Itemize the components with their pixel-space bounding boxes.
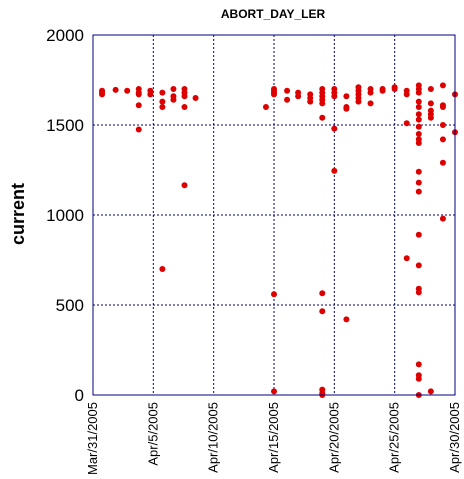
data-point <box>403 120 410 127</box>
data-point <box>147 91 154 98</box>
data-point <box>319 308 326 315</box>
data-point <box>427 100 434 107</box>
data-point <box>319 114 326 121</box>
data-point <box>439 215 446 222</box>
data-point <box>439 104 446 110</box>
data-point <box>415 140 422 146</box>
x-axis-ticks: Mar/31/2005 Apr/5/2005 Apr/10/2005 Apr/15/2… <box>85 402 462 475</box>
data-point <box>355 98 362 105</box>
data-point <box>124 87 131 94</box>
x-tick-label: Apr/30/2005 <box>447 402 462 473</box>
y-tick-label: 2000 <box>46 26 84 45</box>
data-point <box>415 289 422 296</box>
data-point <box>415 375 422 382</box>
data-point <box>181 93 188 100</box>
data-point <box>379 87 386 94</box>
data-point <box>284 87 291 94</box>
y-tick-label: 1500 <box>46 116 84 135</box>
data-points <box>99 82 458 398</box>
data-point <box>391 86 398 92</box>
y-axis-ticks: 0 500 1000 1500 2000 <box>46 26 84 405</box>
data-point <box>271 388 277 395</box>
data-point <box>439 159 446 166</box>
data-point <box>415 179 422 186</box>
data-point <box>415 188 422 195</box>
data-point <box>343 105 350 112</box>
chart-title: ABORT_DAY_LER <box>221 7 326 21</box>
x-tick-label: Apr/5/2005 <box>145 402 160 466</box>
data-point <box>415 231 422 238</box>
y-tick-label: 0 <box>75 386 84 405</box>
x-tick-label: Mar/31/2005 <box>85 402 100 475</box>
data-point <box>439 82 446 89</box>
data-point <box>367 100 374 107</box>
data-point <box>99 89 106 96</box>
plot-area-frame <box>92 34 456 396</box>
data-point <box>403 255 410 262</box>
data-point <box>262 104 269 110</box>
data-point <box>112 86 119 93</box>
data-point <box>319 100 326 107</box>
x-tick-label: Apr/15/2005 <box>266 402 281 473</box>
data-point <box>427 114 434 121</box>
data-point <box>319 290 326 297</box>
data-point <box>170 86 177 92</box>
data-point <box>307 98 314 105</box>
data-point <box>159 266 166 272</box>
data-point <box>181 182 188 189</box>
data-point <box>159 104 166 110</box>
data-point <box>170 96 177 103</box>
data-point <box>295 93 302 100</box>
data-point <box>159 89 166 96</box>
y-axis-label: current <box>8 183 28 245</box>
x-tick-label: Apr/25/2005 <box>387 402 402 473</box>
data-point <box>135 91 142 98</box>
y-tick-label: 1000 <box>46 206 84 225</box>
data-point <box>271 291 277 298</box>
y-tick-label: 500 <box>56 296 84 315</box>
data-point <box>192 95 199 101</box>
data-point <box>181 104 188 110</box>
data-point <box>415 98 422 105</box>
data-point <box>415 262 422 269</box>
data-point <box>427 388 434 395</box>
data-point <box>271 91 277 98</box>
data-point <box>284 96 291 103</box>
data-point <box>331 167 338 174</box>
data-point <box>415 123 422 130</box>
data-point <box>367 89 374 96</box>
data-point <box>439 136 446 143</box>
x-tick-label: Apr/10/2005 <box>206 402 221 473</box>
x-tick-label: Apr/20/2005 <box>326 402 341 473</box>
data-point <box>415 89 422 96</box>
data-point <box>415 104 422 110</box>
data-point <box>403 91 410 98</box>
data-point <box>135 126 142 133</box>
data-point <box>159 98 166 105</box>
data-point <box>331 93 338 100</box>
data-point <box>135 102 142 109</box>
data-point <box>331 125 338 132</box>
data-point <box>415 168 422 175</box>
data-point <box>415 361 422 368</box>
data-point <box>415 116 422 123</box>
grid-lines <box>93 35 455 395</box>
data-point <box>343 316 350 323</box>
data-point <box>343 93 350 100</box>
data-point <box>439 122 446 128</box>
data-point <box>415 111 422 118</box>
data-point <box>415 131 422 137</box>
data-point <box>427 86 434 92</box>
